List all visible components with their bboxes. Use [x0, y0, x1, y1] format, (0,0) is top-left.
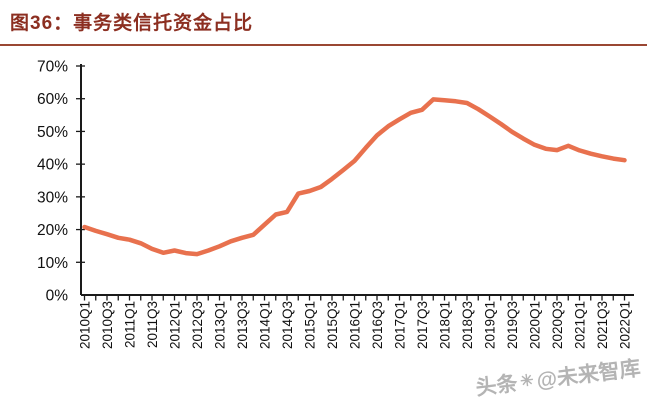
watermark-text-left: 头条 [474, 372, 519, 400]
svg-text:2013Q1: 2013Q1 [212, 301, 227, 349]
svg-text:20%: 20% [37, 222, 68, 239]
svg-text:2016Q3: 2016Q3 [370, 301, 385, 349]
chart-title: 图36：事务类信托资金占比 [10, 13, 254, 34]
toutiao-logo-icon: ✳ [519, 372, 535, 391]
axes [80, 64, 634, 296]
svg-text:2010Q1: 2010Q1 [77, 301, 92, 349]
series-line [82, 97, 627, 257]
svg-text:2015Q3: 2015Q3 [325, 301, 340, 349]
svg-text:2012Q3: 2012Q3 [190, 301, 205, 349]
svg-text:30%: 30% [37, 189, 68, 206]
svg-text:60%: 60% [37, 91, 68, 108]
svg-text:10%: 10% [37, 255, 68, 272]
y-axis-labels: 0% 10% 20% 30% 40% 50% 60% 70% [37, 59, 68, 305]
svg-text:2018Q1: 2018Q1 [437, 301, 452, 349]
svg-text:2019Q3: 2019Q3 [505, 301, 520, 349]
svg-text:2021Q3: 2021Q3 [595, 301, 610, 349]
svg-text:2014Q1: 2014Q1 [257, 301, 272, 349]
svg-text:2015Q1: 2015Q1 [302, 301, 317, 349]
svg-text:2013Q3: 2013Q3 [235, 301, 250, 349]
axis-ticks [76, 65, 626, 301]
svg-text:2017Q1: 2017Q1 [392, 301, 407, 349]
x-axis-labels: 2010Q1 2010Q3 2011Q1 2011Q3 2012Q1 2012Q3 2013… [77, 301, 632, 349]
svg-text:2010Q3: 2010Q3 [100, 301, 115, 349]
svg-text:2017Q3: 2017Q3 [415, 301, 430, 349]
svg-text:2016Q1: 2016Q1 [347, 301, 362, 349]
svg-text:40%: 40% [37, 157, 68, 174]
svg-text:2020Q3: 2020Q3 [550, 301, 565, 349]
svg-text:70%: 70% [37, 59, 68, 76]
svg-text:2020Q1: 2020Q1 [527, 301, 542, 349]
svg-text:2021Q1: 2021Q1 [572, 301, 587, 349]
svg-text:2022Q1: 2022Q1 [617, 301, 632, 349]
title-underline [0, 44, 647, 46]
svg-text:50%: 50% [37, 124, 68, 141]
svg-text:2018Q3: 2018Q3 [460, 301, 475, 349]
svg-text:2019Q1: 2019Q1 [482, 301, 497, 349]
svg-text:2011Q3: 2011Q3 [145, 301, 160, 348]
svg-text:0%: 0% [46, 288, 69, 305]
svg-text:2011Q1: 2011Q1 [122, 301, 137, 348]
svg-text:2012Q1: 2012Q1 [167, 301, 182, 349]
svg-text:2014Q3: 2014Q3 [280, 301, 295, 349]
